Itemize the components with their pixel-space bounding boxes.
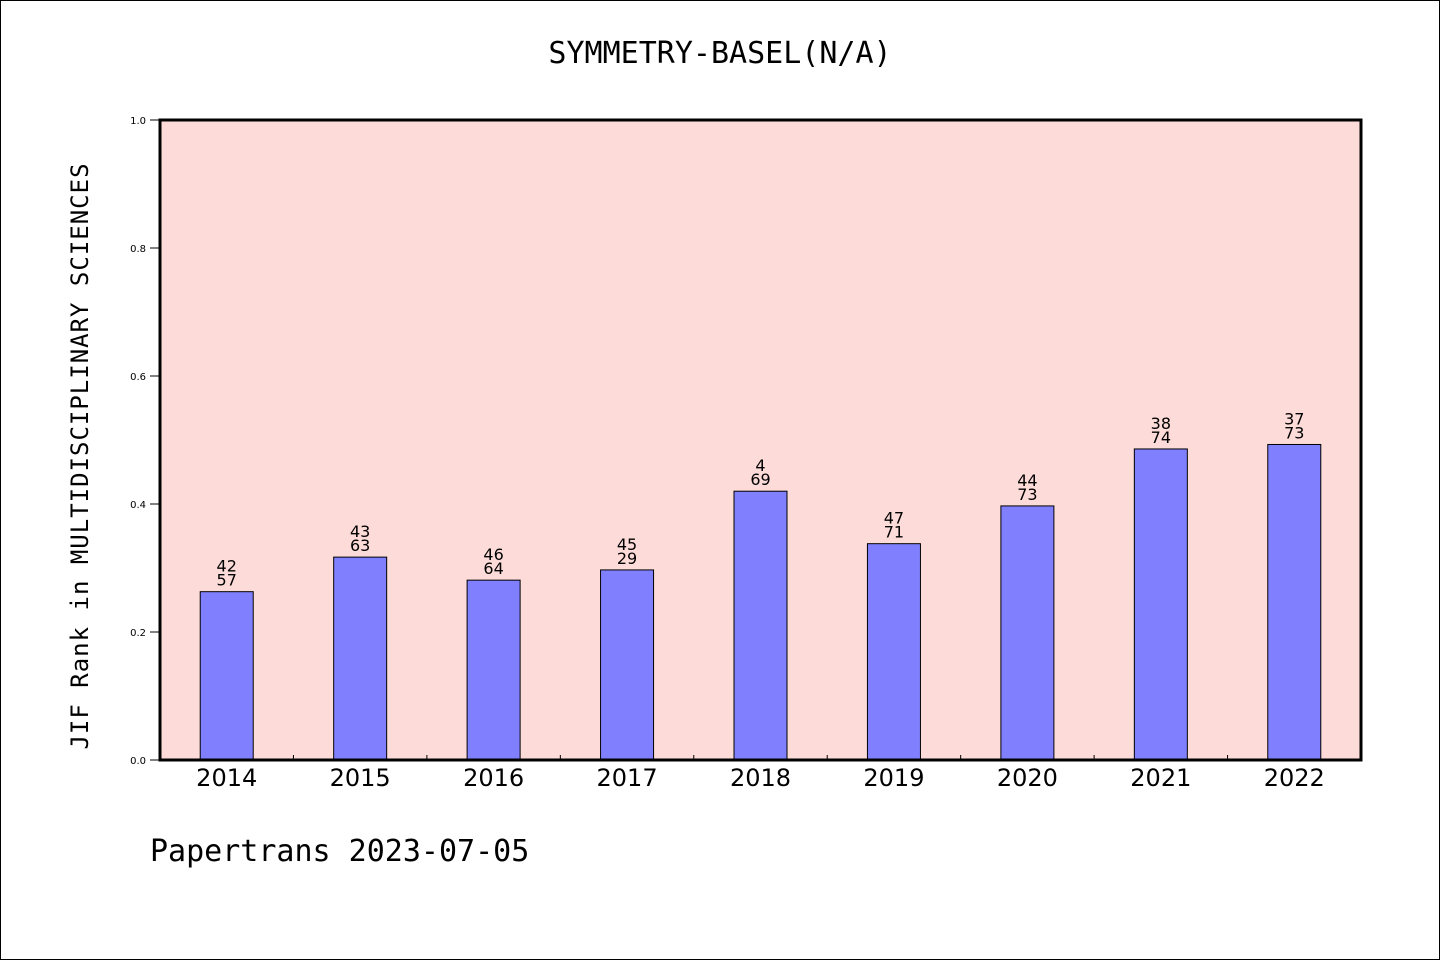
x-tick-label: 2020 [997, 764, 1058, 792]
x-tick-label: 2022 [1264, 764, 1325, 792]
bar-2016 [466, 579, 521, 761]
x-tick-label: 2021 [1130, 764, 1191, 792]
bar-2020 [1000, 505, 1055, 761]
x-tick-label: 2016 [463, 764, 524, 792]
chart-title: SYMMETRY-BASEL(N/A) [548, 36, 892, 71]
x-tick-label: 2018 [730, 764, 791, 792]
bar-2018 [733, 490, 788, 761]
y-tick-label: 0.2 [130, 628, 146, 639]
bar-label-bottom: 69 [750, 470, 770, 489]
bar-label-bottom: 73 [1284, 423, 1304, 442]
bar-label-top: 45 [617, 535, 637, 554]
y-tick-label: 0.0 [130, 756, 146, 767]
bar-label-top: 43 [350, 522, 370, 541]
x-tick-label: 2017 [597, 764, 658, 792]
bar-2014 [199, 591, 254, 761]
bar-label-top: 42 [217, 557, 237, 576]
bar-label-top: 38 [1151, 414, 1171, 433]
bar-label-bottom: 71 [884, 523, 904, 542]
x-tick-label: 2015 [330, 764, 391, 792]
x-tick-label: 2014 [196, 764, 257, 792]
bar-label-bottom: 64 [483, 559, 503, 578]
bar-2015 [333, 556, 388, 761]
bar-label-top: 46 [483, 545, 503, 564]
bar-label-bottom: 57 [217, 571, 237, 590]
bar-label-bottom: 73 [1017, 485, 1037, 504]
bar-2021 [1133, 448, 1188, 761]
y-tick-label: 0.8 [130, 244, 146, 255]
bar-label-top: 37 [1284, 409, 1304, 428]
y-tick-label: 1.0 [130, 116, 146, 127]
bar-2017 [600, 569, 655, 761]
x-tick-label: 2019 [863, 764, 924, 792]
bar-label-bottom: 29 [617, 549, 637, 568]
bar-label-bottom: 74 [1151, 428, 1171, 447]
bar-label-top: 4 [755, 456, 765, 475]
bar-label-bottom: 63 [350, 536, 370, 555]
bar-label-top: 44 [1017, 471, 1037, 490]
bar-2019 [866, 543, 921, 761]
bar-label-top: 47 [884, 509, 904, 528]
y-tick-label: 0.6 [130, 372, 146, 383]
y-tick-label: 0.4 [130, 500, 146, 511]
plot-border [158, 118, 1363, 762]
footer-note: Papertrans 2023-07-05 [150, 834, 530, 869]
bar-2022 [1267, 443, 1322, 761]
